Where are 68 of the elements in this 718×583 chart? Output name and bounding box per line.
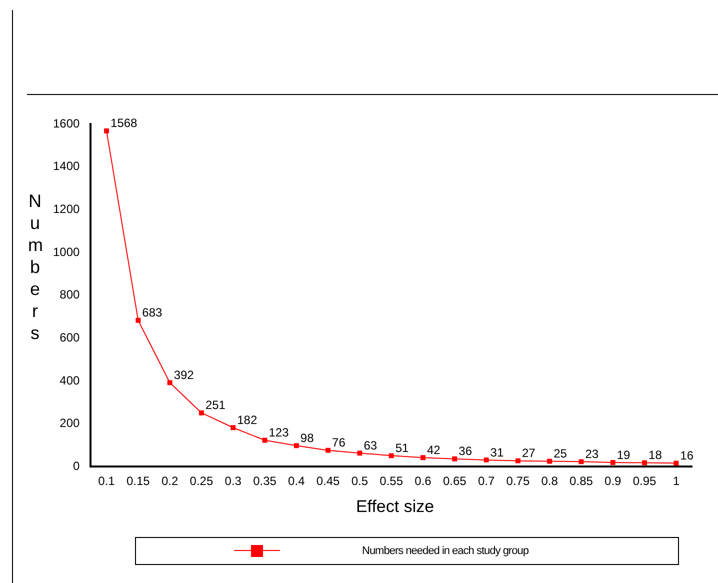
x-tick-label: 0.4 <box>288 474 306 488</box>
data-label: 19 <box>616 448 631 462</box>
point <box>484 457 489 462</box>
point <box>230 425 236 430</box>
x-tick-label: 0.25 <box>190 474 214 488</box>
x-tick-label: 0.7 <box>478 474 495 488</box>
y-tick-label: 1200 <box>52 202 80 216</box>
point <box>674 460 679 466</box>
x-tick-label: 0.75 <box>506 474 530 488</box>
y-tick-label: 200 <box>60 416 80 430</box>
point <box>515 458 520 464</box>
point <box>452 456 458 462</box>
x-axis-title: Effect size <box>354 497 436 517</box>
y-tick-label: 1000 <box>52 244 80 259</box>
y-tick-label: 1400 <box>52 159 80 174</box>
x-tick-label: 0.95 <box>632 474 657 488</box>
x-tick-label: 0.45 <box>316 474 340 488</box>
point <box>578 459 584 464</box>
x-tick-label: 0.1 <box>98 474 116 488</box>
data-label: 683 <box>142 306 163 320</box>
point <box>136 318 141 323</box>
data-label: 1568 <box>110 116 138 130</box>
x-tick-label: 0.2 <box>161 474 178 488</box>
x-tick-label: 0.9 <box>604 474 622 488</box>
x-tick-label: 0.5 <box>351 474 368 488</box>
x-tick-label: 1 <box>672 474 680 488</box>
point <box>167 380 172 386</box>
y-axis-title: Numbers <box>28 190 43 344</box>
data-label: 18 <box>648 448 662 462</box>
data-label: 182 <box>237 412 258 427</box>
point <box>104 128 109 134</box>
x-tick-label: 0.8 <box>541 474 558 488</box>
data-label: 36 <box>458 444 472 458</box>
point <box>326 448 331 453</box>
y-tick-label: 600 <box>60 330 80 344</box>
point <box>642 460 648 466</box>
data-label: 25 <box>554 446 568 461</box>
y-tick-label: 0 <box>73 458 80 473</box>
point <box>420 455 426 460</box>
data-label: 31 <box>490 445 504 460</box>
data-label: 27 <box>522 446 536 460</box>
data-label: 23 <box>585 446 599 461</box>
y-tick-label: 400 <box>60 373 80 388</box>
y-tick-label: 800 <box>60 288 80 302</box>
x-tick-label: 0.15 <box>126 474 150 488</box>
x-tick-label: 0.35 <box>253 474 277 488</box>
point <box>198 410 204 416</box>
point <box>294 443 299 448</box>
data-label: 76 <box>332 436 346 450</box>
data-label: 392 <box>174 368 194 382</box>
text: Numbers needed in each study group <box>362 545 528 557</box>
data-label: 51 <box>395 440 410 455</box>
data-label: 42 <box>426 442 441 457</box>
point <box>388 453 394 458</box>
point <box>547 458 552 464</box>
point <box>610 460 616 466</box>
x-tick-label: 0.85 <box>570 474 594 488</box>
data-label: 63 <box>364 438 378 452</box>
x-tick-label: 0.65 <box>442 474 467 488</box>
x-tick-label: 0.55 <box>380 474 404 488</box>
point <box>357 450 362 456</box>
data-label: 123 <box>268 426 290 440</box>
data-label: 16 <box>680 448 694 462</box>
y-tick-label: 1600 <box>52 116 80 130</box>
x-tick-label: 0.6 <box>414 474 432 488</box>
data-label: 98 <box>300 430 314 445</box>
x-tick-label: 0.3 <box>224 474 242 488</box>
data-label: 251 <box>205 398 226 412</box>
